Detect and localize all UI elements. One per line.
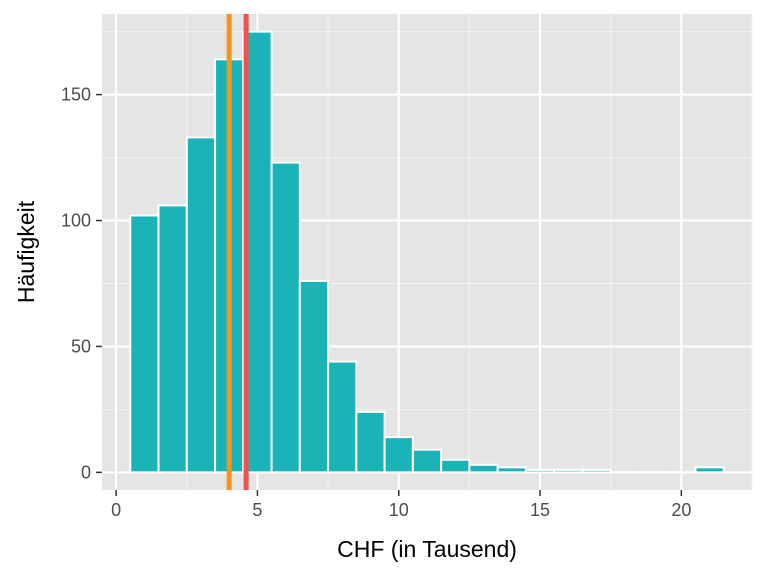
histogram-bar xyxy=(157,204,188,474)
histogram-bar xyxy=(355,410,386,474)
x-tick-label: 15 xyxy=(530,500,550,520)
histogram-bar xyxy=(581,468,612,474)
histogram-bar xyxy=(298,279,330,474)
histogram-bar xyxy=(327,360,358,474)
histogram-bar xyxy=(468,463,499,474)
histogram-bar xyxy=(383,436,414,474)
histogram-bar xyxy=(694,466,725,474)
x-tick-label: 0 xyxy=(111,500,121,520)
histogram-bar xyxy=(524,468,556,474)
y-axis-title: Häufigkeit xyxy=(13,200,39,303)
histogram-bar xyxy=(440,458,471,474)
histogram-bar xyxy=(496,466,527,474)
histogram-bar xyxy=(553,468,584,474)
x-tick-label: 10 xyxy=(389,500,409,520)
x-axis-title: CHF (in Tausend) xyxy=(337,536,517,562)
x-tick-label: 20 xyxy=(671,500,691,520)
y-tick-label: 0 xyxy=(81,462,91,482)
x-axis-ticks: 0 5 10 15 20 xyxy=(111,490,691,520)
histogram-bar xyxy=(270,161,301,474)
y-tick-label: 50 xyxy=(71,336,91,356)
histogram-bar xyxy=(185,136,217,474)
histogram-bar xyxy=(411,448,443,474)
y-tick-label: 150 xyxy=(61,85,91,105)
histogram-bar xyxy=(129,214,160,474)
y-tick-label: 100 xyxy=(61,211,91,231)
x-tick-label: 5 xyxy=(252,500,262,520)
y-axis-ticks: 0 50 100 150 xyxy=(61,85,102,482)
reference-lines xyxy=(226,14,249,490)
